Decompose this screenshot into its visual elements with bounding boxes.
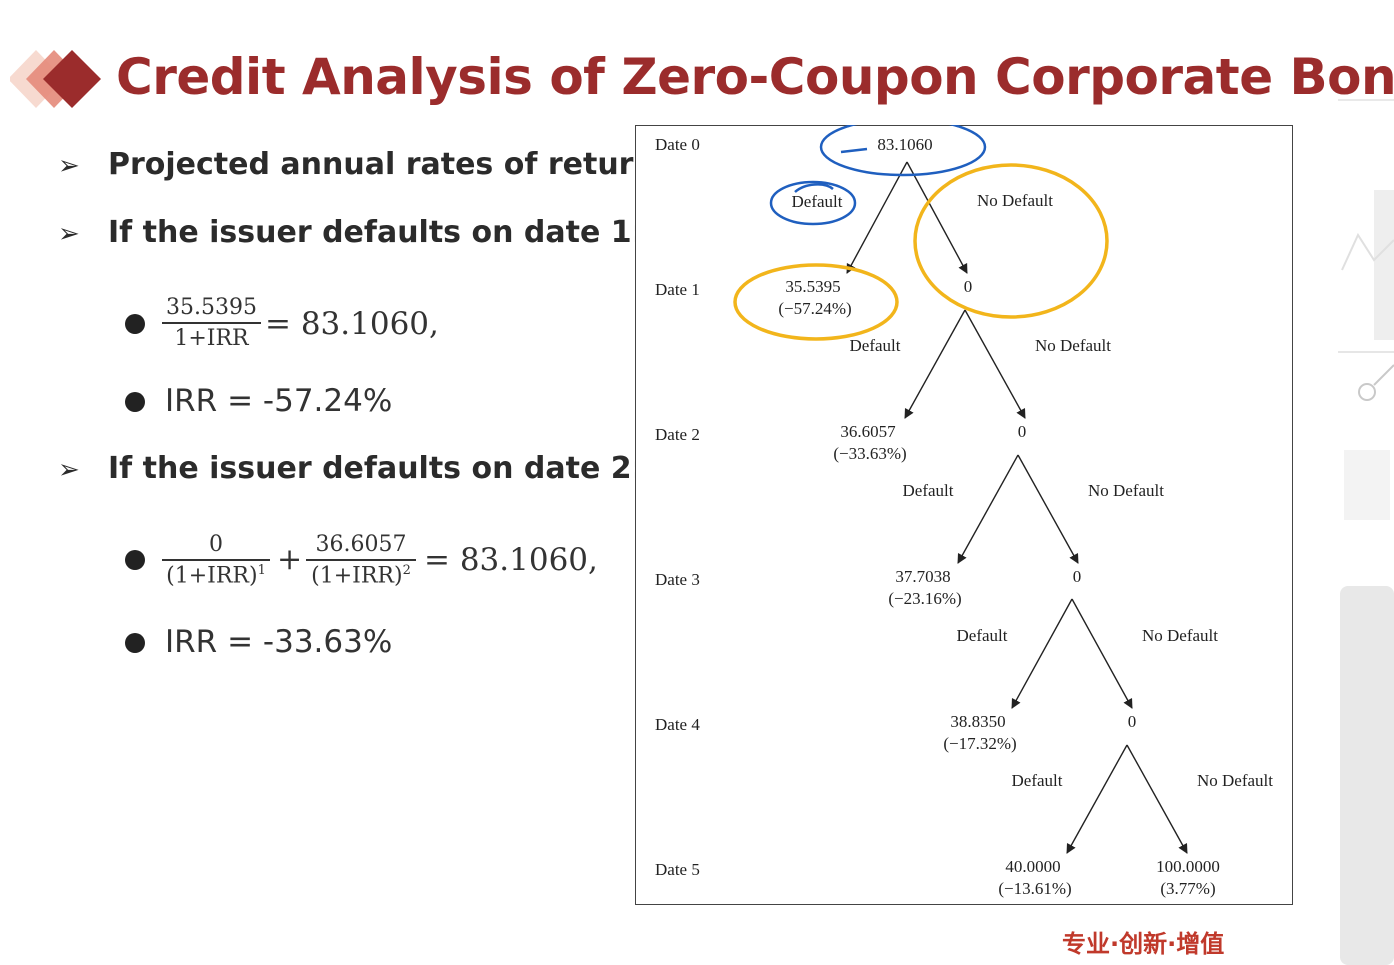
no-default-label: No Default bbox=[977, 191, 1053, 210]
blue-circle-annotation bbox=[819, 125, 987, 177]
no-default-label: No Default bbox=[1197, 771, 1273, 790]
default-label: Default bbox=[792, 192, 843, 211]
date-label: Date 2 bbox=[655, 425, 700, 444]
blue-pen-mark bbox=[794, 183, 834, 193]
default-branch-arrow bbox=[904, 309, 966, 419]
date-label: Date 1 bbox=[655, 280, 700, 299]
equation2-rhs: = 83.1060, bbox=[424, 542, 598, 578]
irr-result-1: IRR = -57.24% bbox=[165, 383, 393, 419]
equation1-numerator: 35.5395 bbox=[166, 295, 257, 320]
arrow-bullet-icon: ➢ bbox=[58, 150, 80, 180]
final-return: (3.77%) bbox=[1160, 879, 1215, 898]
default-tree-diagram: Date 0 Date 1 Date 2 Date 3 Date 4 Date 5 83.1… bbox=[655, 125, 1273, 898]
default-value: 38.8350 bbox=[950, 712, 1005, 731]
date-label: Date 4 bbox=[655, 715, 700, 734]
bullet-projected-returns: Projected annual rates of return bbox=[108, 147, 655, 182]
no-default-branch-arrow bbox=[1071, 598, 1133, 709]
default-label: Default bbox=[1012, 771, 1063, 790]
equation2-numerator1: 0 bbox=[209, 532, 223, 557]
default-value: 37.7038 bbox=[895, 567, 950, 586]
equation1-rhs: = 83.1060, bbox=[265, 306, 439, 342]
yellow-circle-annotation bbox=[733, 263, 899, 341]
blue-pen-mark bbox=[840, 147, 868, 154]
no-default-value: 0 bbox=[1073, 567, 1082, 586]
no-default-branch-arrow bbox=[906, 161, 968, 274]
default-label: Default bbox=[957, 626, 1008, 645]
default-branch-arrow bbox=[1066, 744, 1128, 854]
default-return: (−13.61%) bbox=[998, 879, 1071, 898]
no-default-branch-arrow bbox=[1017, 454, 1079, 564]
bullet-dot-icon bbox=[125, 392, 145, 412]
side-preview-panel bbox=[1338, 99, 1394, 965]
equation2-denominator1-text: (1+IRR) bbox=[166, 563, 258, 589]
equation1-fraction: 35.5395 1+IRR bbox=[162, 295, 261, 351]
footer-slogan: 专业·创新·增值 bbox=[1062, 930, 1225, 958]
no-default-label: No Default bbox=[1142, 626, 1218, 645]
equation2-fraction1: 0 (1+IRR)1 bbox=[162, 532, 270, 588]
logo-diamonds-icon bbox=[10, 50, 101, 108]
equation2-numerator2: 36.6057 bbox=[315, 532, 407, 557]
no-default-value: 0 bbox=[964, 277, 973, 296]
no-default-value: 0 bbox=[1128, 712, 1137, 731]
default-label: Default bbox=[903, 481, 954, 500]
date-label: Date 3 bbox=[655, 570, 700, 589]
equation2-exponent2: 2 bbox=[402, 563, 411, 578]
fraction-bar bbox=[162, 322, 261, 324]
default-value: 40.0000 bbox=[1005, 857, 1060, 876]
slide-title: Credit Analysis of Zero-Coupon Corporate… bbox=[116, 48, 1394, 106]
fraction-bar bbox=[306, 559, 416, 561]
arrow-bullet-icon: ➢ bbox=[58, 218, 80, 248]
no-default-branch-arrow bbox=[1126, 744, 1188, 854]
default-return: (−17.32%) bbox=[943, 734, 1016, 753]
blue-circle-annotation bbox=[769, 180, 857, 226]
default-label: Default bbox=[850, 336, 901, 355]
date-label: Date 0 bbox=[655, 135, 700, 154]
default-branch-arrow bbox=[1011, 598, 1073, 709]
equation2-plus: + bbox=[277, 542, 303, 577]
arrow-bullet-icon: ➢ bbox=[58, 454, 80, 484]
no-default-label: No Default bbox=[1088, 481, 1164, 500]
yellow-circle-annotation bbox=[913, 163, 1109, 319]
equation2-denominator2-text: (1+IRR) bbox=[311, 563, 403, 589]
bullet-dot-icon bbox=[125, 550, 145, 570]
equation1-denominator: 1+IRR bbox=[162, 324, 261, 351]
default-return: (−23.16%) bbox=[888, 589, 961, 608]
final-value: 100.0000 bbox=[1156, 857, 1220, 876]
fraction-bar bbox=[162, 559, 270, 561]
equation1-denominator-text: 1+IRR bbox=[174, 326, 249, 351]
default-branch-arrow bbox=[957, 454, 1019, 564]
date-label: Date 5 bbox=[655, 860, 700, 879]
default-value: 35.5395 bbox=[785, 277, 840, 296]
no-default-branch-arrow bbox=[964, 309, 1026, 419]
bullet-dot-icon bbox=[125, 633, 145, 653]
equation2-denominator2: (1+IRR)2 bbox=[306, 561, 416, 588]
no-default-value: 0 bbox=[1018, 422, 1027, 441]
equation2-exponent1: 1 bbox=[257, 563, 266, 578]
root-price: 83.1060 bbox=[877, 135, 932, 154]
no-default-label: No Default bbox=[1035, 336, 1111, 355]
default-tree-frame bbox=[635, 125, 1293, 905]
bullet-dot-icon bbox=[125, 314, 145, 334]
bullet-default-date2: If the issuer defaults on date 2: bbox=[108, 451, 644, 486]
default-value: 36.6057 bbox=[840, 422, 896, 441]
default-return: (−33.63%) bbox=[833, 444, 906, 463]
default-return: (−57.24%) bbox=[778, 299, 851, 318]
default-branch-arrow bbox=[846, 161, 908, 274]
equation2-fraction2: 36.6057 (1+IRR)2 bbox=[306, 532, 416, 588]
bullet-default-date1: If the issuer defaults on date 1: bbox=[108, 215, 644, 250]
equation2-denominator1: (1+IRR)1 bbox=[162, 561, 270, 588]
irr-result-2: IRR = -33.63% bbox=[165, 624, 393, 660]
